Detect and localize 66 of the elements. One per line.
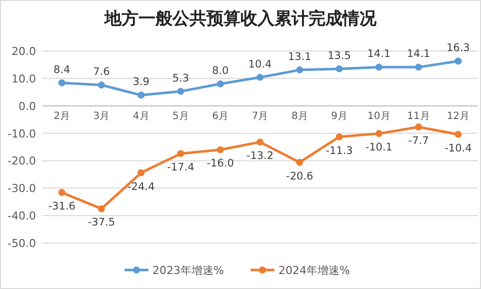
data-label: -11.3 [326,144,353,157]
x-tick-label: 9月 [331,110,348,122]
point [177,150,184,158]
y-tick-label: -10.0 [8,127,36,140]
point [58,189,66,196]
y-tick-label: 0.0 [18,100,36,113]
point [454,130,462,138]
point [98,205,105,212]
data-label: 5.3 [172,72,190,84]
x-tick-label: 2月 [54,110,70,122]
point [98,82,105,89]
x-tick-label: 3月 [93,110,110,122]
point [256,74,264,81]
x-tick-label: 6月 [212,110,229,122]
legend-label: 2024年增速% [278,264,350,277]
y-tick-label: -30.0 [8,182,36,196]
data-label: -16.0 [206,158,234,170]
point [336,65,343,72]
legend-label: 2023年增速% [152,264,224,277]
data-label: -37.5 [88,216,116,229]
data-label: -24.4 [128,180,155,193]
point [375,64,382,71]
x-tick-label: 7月 [252,110,268,122]
x-tick-label: 11月 [407,110,430,122]
y-tick-label: -40.0 [8,210,36,223]
data-label: -31.6 [48,200,76,213]
point [216,146,224,154]
data-label: 7.6 [93,66,110,78]
data-label: -13.2 [246,150,274,162]
data-label: 16.3 [446,42,470,54]
y-tick-label: -20.0 [8,154,36,168]
data-label: -17.4 [167,162,195,174]
data-label: -10.4 [444,142,472,154]
x-tick-label: 10月 [368,110,390,122]
point [138,169,145,176]
point [256,138,264,146]
y-tick-label: 10.0 [12,72,36,86]
point [336,133,343,140]
y-tick-label: 20.0 [12,45,36,58]
data-label: 3.9 [132,76,150,88]
data-label: -7.7 [408,134,429,147]
data-label: 8.0 [212,64,229,77]
point [296,66,304,74]
y-tick-label: -50.0 [8,237,36,250]
point [375,130,382,138]
point [138,92,145,99]
point [454,58,462,65]
data-label: 8.4 [53,64,70,76]
point [216,80,224,88]
point [296,158,304,166]
data-label: 14.1 [406,48,430,60]
data-label: -20.6 [286,170,314,182]
data-label: 13.5 [328,50,351,62]
data-label: 10.4 [248,58,272,70]
data-label: 14.1 [367,48,391,60]
data-label: -10.1 [365,142,392,154]
x-tick-label: 4月 [132,110,150,122]
x-tick-label: 5月 [172,110,189,122]
x-tick-label: 8月 [291,110,308,122]
data-label: 13.1 [288,50,312,63]
chart-title: 地方一般公共预算收入累计完成情况 [104,9,378,29]
point [415,123,422,130]
point [58,79,66,86]
x-tick-label: 12月 [446,110,470,122]
point [415,64,422,71]
point [177,88,184,95]
